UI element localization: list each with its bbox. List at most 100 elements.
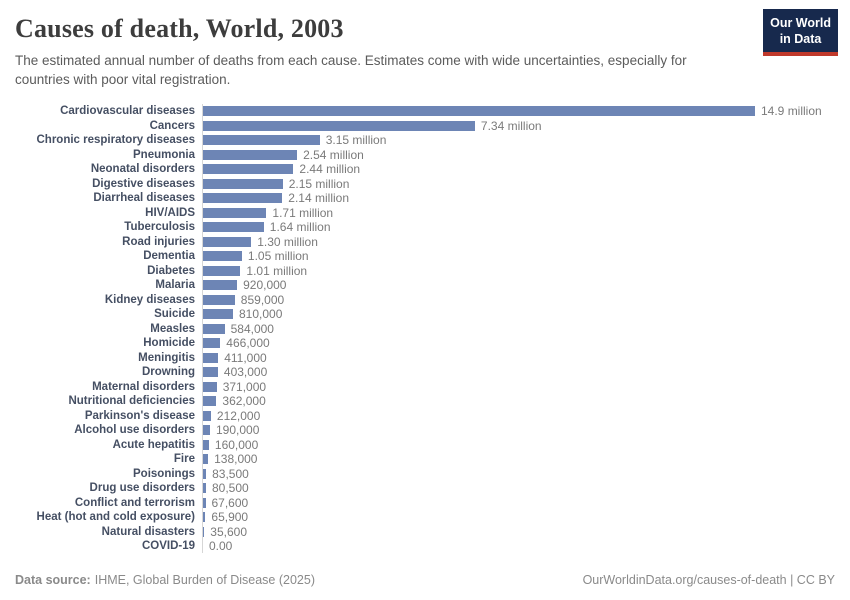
- bar-track: 190,000: [202, 422, 850, 438]
- bar-row: Dementia 1.05 million: [15, 248, 850, 264]
- bar-track: 859,000: [202, 292, 850, 307]
- bar-value-label: 14.9 million: [761, 104, 822, 119]
- chart-header: Causes of death, World, 2003 The estimat…: [0, 0, 850, 89]
- bar[interactable]: [203, 410, 211, 421]
- bar[interactable]: [203, 207, 267, 218]
- bar[interactable]: [203, 178, 283, 189]
- bar-row: Parkinson's disease 212,000: [15, 408, 850, 423]
- bar-row: Cardiovascular diseases 14.9 million: [15, 103, 850, 119]
- data-source-value: IHME, Global Burden of Disease (2025): [94, 573, 315, 587]
- bar-row: Kidney diseases 859,000: [15, 292, 850, 307]
- bar[interactable]: [203, 396, 217, 407]
- bar[interactable]: [203, 381, 217, 392]
- bar-category-label: Chronic respiratory diseases: [36, 134, 195, 147]
- bar-category-label: Digestive diseases: [92, 177, 195, 190]
- bar[interactable]: [203, 425, 210, 436]
- owid-logo[interactable]: Our World in Data: [763, 9, 838, 56]
- bar-category-label: Drowning: [141, 366, 195, 379]
- bar-value-label: 2.54 million: [303, 147, 364, 162]
- bar-value-label: 35,600: [210, 524, 247, 539]
- bar-category-label: Parkinson's disease: [84, 409, 195, 422]
- bar[interactable]: [203, 512, 206, 523]
- bar-row: Natural disasters 35,600: [15, 524, 850, 539]
- bar[interactable]: [203, 323, 225, 334]
- bar-track: 212,000: [202, 408, 850, 423]
- bar-track: 80,500: [202, 480, 850, 496]
- bar-row: Suicide 810,000: [15, 306, 850, 322]
- bar-row: Poisonings 83,500: [15, 466, 850, 481]
- bar-row: Malaria 920,000: [15, 277, 850, 293]
- bar[interactable]: [203, 222, 264, 233]
- bar[interactable]: [203, 106, 755, 117]
- bar-track: 138,000: [202, 451, 850, 467]
- bar-row: Nutritional deficiencies 362,000: [15, 393, 850, 409]
- bar[interactable]: [203, 236, 252, 247]
- bar-track: 1.71 million: [202, 205, 850, 220]
- chart-title: Causes of death, World, 2003: [15, 14, 344, 43]
- bar-track: 7.34 million: [202, 118, 850, 133]
- bar-category-label: Cancers: [149, 119, 195, 132]
- bar[interactable]: [203, 483, 206, 494]
- bar[interactable]: [203, 468, 207, 479]
- bar-category-label: Suicide: [154, 308, 195, 321]
- bar[interactable]: [203, 338, 221, 349]
- bar-row: Diabetes 1.01 million: [15, 263, 850, 278]
- bar-value-label: 466,000: [226, 336, 270, 351]
- bar-category-label: COVID-19: [141, 540, 195, 553]
- bar-value-label: 83,500: [212, 466, 249, 481]
- owid-logo-line1: Our World: [770, 16, 831, 30]
- bar[interactable]: [203, 280, 238, 291]
- bar[interactable]: [203, 439, 209, 450]
- bar[interactable]: [203, 454, 209, 465]
- bar[interactable]: [203, 135, 320, 146]
- bar-value-label: 584,000: [230, 321, 274, 336]
- bar[interactable]: [203, 309, 233, 320]
- bar[interactable]: [203, 265, 241, 276]
- bar-row: Heat (hot and cold exposure) 65,900: [15, 509, 850, 525]
- bar-track: 1.01 million: [202, 263, 850, 278]
- bar[interactable]: [203, 294, 235, 305]
- bar[interactable]: [203, 251, 242, 262]
- bar-row: Drug use disorders 80,500: [15, 480, 850, 496]
- license-link[interactable]: OurWorldinData.org/causes-of-death | CC …: [582, 573, 835, 587]
- bar-value-label: 1.05 million: [247, 249, 309, 264]
- bar-category-label: Cardiovascular diseases: [60, 105, 195, 118]
- bar[interactable]: [203, 193, 283, 204]
- bar-value-label: 403,000: [223, 365, 268, 380]
- bar-row: Neonatal disorders 2.44 million: [15, 161, 850, 177]
- bar[interactable]: [203, 164, 294, 175]
- bar-category-label: Acute hepatitis: [112, 438, 195, 451]
- bar[interactable]: [203, 352, 219, 363]
- bar-value-label: 1.01 million: [246, 263, 308, 278]
- bar[interactable]: [203, 526, 205, 537]
- bar-row: Chronic respiratory diseases 3.15 million: [15, 132, 850, 148]
- bar-track: 35,600: [202, 524, 850, 539]
- bar-track: 160,000: [202, 437, 850, 452]
- bar-value-label: 2.15 million: [288, 176, 350, 191]
- bar[interactable]: [203, 367, 218, 378]
- bar[interactable]: [203, 497, 206, 508]
- bar-category-label: Conflict and terrorism: [74, 496, 195, 509]
- bar[interactable]: [203, 120, 475, 131]
- bar-category-label: Poisonings: [133, 467, 195, 480]
- bar-track: 2.14 million: [202, 190, 850, 206]
- bar-category-label: Homicide: [143, 337, 195, 350]
- bar-row: Acute hepatitis 160,000: [15, 437, 850, 452]
- owid-logo-line2: in Data: [779, 32, 822, 47]
- bar-value-label: 859,000: [240, 292, 285, 307]
- bar-value-label: 3.15 million: [325, 133, 387, 148]
- bar-row: Alcohol use disorders 190,000: [15, 422, 850, 438]
- bar-track: 584,000: [202, 321, 850, 336]
- bar-category-label: Maternal disorders: [92, 380, 195, 393]
- bar-row: Fire 138,000: [15, 451, 850, 467]
- data-source-label: Data source:: [15, 573, 91, 587]
- bar-category-label: Fire: [173, 453, 195, 466]
- bar-row: Homicide 466,000: [15, 335, 850, 351]
- bar[interactable]: [203, 149, 298, 160]
- bar-category-label: Natural disasters: [101, 525, 195, 538]
- bar-track: 920,000: [202, 277, 850, 293]
- bar-track: 3.15 million: [202, 132, 850, 148]
- bar-value-label: 7.34 million: [480, 118, 542, 133]
- bar-category-label: Alcohol use disorders: [74, 424, 195, 437]
- bar-track: 371,000: [202, 379, 850, 394]
